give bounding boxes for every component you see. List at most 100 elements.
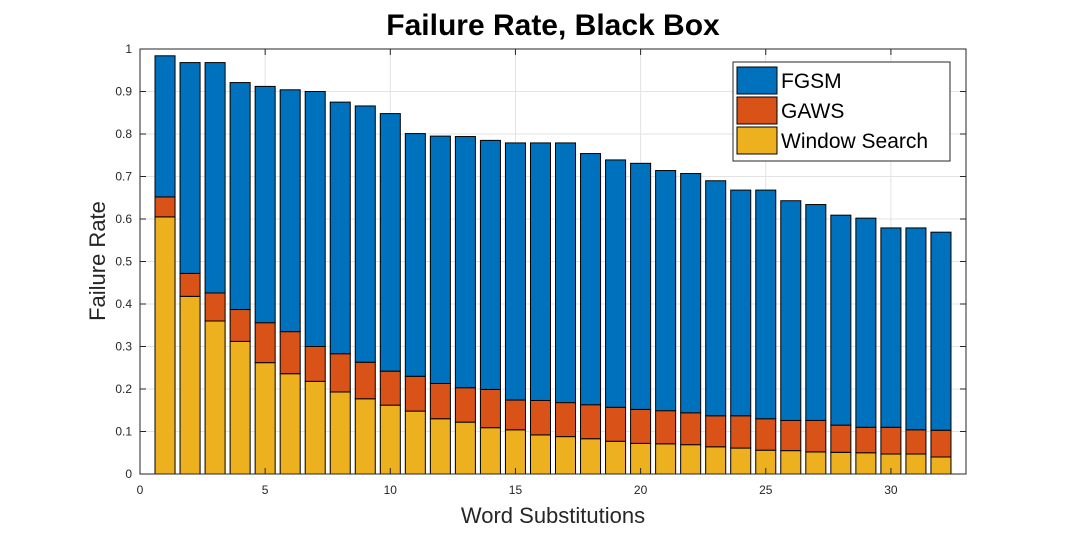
- bar-gaws: [529, 399, 551, 436]
- x-axis-label: Word Substitutions: [461, 503, 645, 528]
- bar-window-search: [655, 443, 677, 475]
- bar-fgsm: [404, 133, 426, 377]
- bar-window-search: [830, 451, 852, 475]
- bar-gaws: [655, 410, 677, 445]
- bar-fgsm: [529, 142, 551, 401]
- legend-label: GAWS: [781, 100, 844, 123]
- y-tick-label: 0.9: [115, 85, 132, 99]
- bar-gaws: [404, 375, 426, 412]
- bar-gaws: [204, 292, 226, 322]
- bar-fgsm: [429, 135, 451, 384]
- bar-gaws: [229, 309, 251, 342]
- bar-gaws: [730, 415, 752, 449]
- bar-fgsm: [730, 189, 752, 417]
- bar-gaws: [429, 382, 451, 420]
- bar-gaws: [805, 419, 827, 453]
- y-tick-label: 0.6: [115, 212, 132, 226]
- bar-gaws: [605, 406, 627, 442]
- bar-fgsm: [930, 231, 952, 431]
- bar-window-search: [605, 440, 627, 475]
- bar-window-search: [780, 450, 802, 475]
- bar-window-search: [304, 380, 326, 475]
- bar-gaws: [479, 388, 501, 429]
- ticks: 0 5 10 15 20 25 30 0 0.1 0.2 0.3 0.4 0.5 0.6 0.7 0.8 0.9…: [115, 42, 966, 497]
- legend-swatch: [736, 96, 778, 125]
- bar-window-search: [154, 216, 176, 475]
- bar-gaws: [254, 322, 276, 364]
- bar-fgsm: [254, 85, 276, 324]
- bar-gaws: [930, 429, 952, 458]
- bar-window-search: [354, 398, 376, 475]
- bar-window-search: [580, 438, 602, 475]
- bar-fgsm: [580, 153, 602, 406]
- y-tick-label: 0.5: [115, 255, 132, 269]
- bar-window-search: [204, 320, 226, 475]
- legend-label: Window Search: [781, 130, 928, 153]
- x-tick-label: 5: [262, 483, 269, 497]
- bar-gaws: [755, 418, 777, 451]
- x-tick-label: 15: [509, 483, 523, 497]
- bar-fgsm: [755, 189, 777, 420]
- y-tick-label: 1: [125, 42, 132, 56]
- bar-fgsm: [304, 91, 326, 347]
- bar-window-search: [254, 362, 276, 475]
- bar-window-search: [529, 434, 551, 475]
- y-tick-label: 0.4: [115, 297, 132, 311]
- bar-window-search: [504, 429, 526, 475]
- bar-gaws: [905, 429, 927, 455]
- bar-gaws: [179, 272, 201, 297]
- bar-window-search: [905, 453, 927, 475]
- bar-window-search: [479, 427, 501, 475]
- x-tick-label: 0: [137, 483, 144, 497]
- bar-gaws: [580, 404, 602, 440]
- bar-window-search: [404, 410, 426, 475]
- bar-gaws: [154, 196, 176, 218]
- bar-window-search: [705, 446, 727, 475]
- bar-fgsm: [555, 142, 577, 404]
- bar-gaws: [680, 412, 702, 446]
- bar-window-search: [454, 421, 476, 475]
- bar-fgsm: [780, 200, 802, 421]
- legend-label: FGSM: [781, 70, 842, 93]
- bar-gaws: [780, 419, 802, 452]
- bar-fgsm: [204, 62, 226, 294]
- bar-fgsm: [354, 105, 376, 363]
- bar-window-search: [555, 436, 577, 475]
- y-tick-label: 0: [125, 467, 132, 481]
- bar-gaws: [279, 331, 301, 375]
- bar-gaws: [354, 361, 376, 400]
- bar-window-search: [329, 391, 351, 475]
- legend: FGSM GAWS Window Search: [732, 61, 951, 162]
- bar-fgsm: [329, 101, 351, 355]
- bar-fgsm: [154, 55, 176, 198]
- bar-window-search: [855, 452, 877, 475]
- y-axis-label: Failure Rate: [85, 201, 110, 321]
- bar-fgsm: [855, 217, 877, 428]
- bar-gaws: [329, 353, 351, 393]
- bar-fgsm: [630, 162, 652, 410]
- chart-title: Failure Rate, Black Box: [386, 9, 720, 42]
- y-tick-label: 0.3: [115, 340, 132, 354]
- bar-window-search: [930, 456, 952, 475]
- x-tick-label: 25: [759, 483, 773, 497]
- y-tick-label: 0.8: [115, 127, 132, 141]
- bar-fgsm: [229, 82, 251, 311]
- bar-fgsm: [880, 227, 902, 428]
- bar-gaws: [504, 399, 526, 431]
- bar-gaws: [630, 408, 652, 444]
- bar-fgsm: [279, 89, 301, 333]
- bar-fgsm: [504, 142, 526, 401]
- legend-swatch: [736, 126, 778, 155]
- x-tick-label: 10: [384, 483, 398, 497]
- bar-fgsm: [680, 173, 702, 414]
- bar-gaws: [304, 346, 326, 382]
- bar-fgsm: [379, 113, 401, 372]
- y-tick-label: 0.1: [115, 425, 132, 439]
- y-tick-label: 0.7: [115, 170, 132, 184]
- bar-window-search: [730, 447, 752, 475]
- bar-gaws: [379, 370, 401, 406]
- bar-gaws: [880, 426, 902, 455]
- y-tick-label: 0.2: [115, 382, 132, 396]
- bar-gaws: [454, 387, 476, 423]
